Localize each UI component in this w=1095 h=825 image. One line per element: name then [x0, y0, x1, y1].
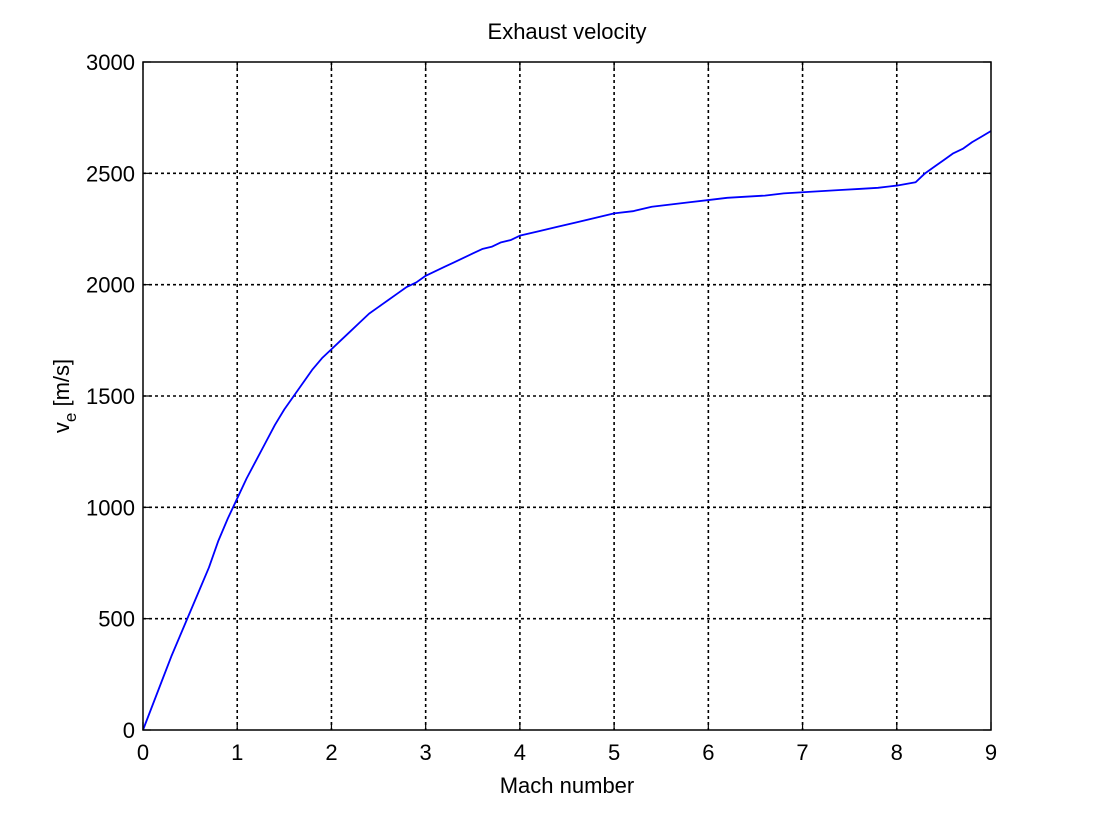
x-tick-label: 0: [137, 740, 149, 765]
axis-ticks: 0 1 2 3 4 5 6 7 8 9 0 500 1000 1500 2000 2500 3000: [86, 50, 997, 765]
x-tick-label: 8: [891, 740, 903, 765]
y-tick-label: 1500: [86, 384, 135, 409]
series-layer: [142, 130, 992, 731]
y-axis-label-subscript: e: [61, 413, 80, 422]
y-tick-label: 0: [123, 718, 135, 743]
x-tick-label: 2: [325, 740, 337, 765]
y-tick-label: 1000: [86, 495, 135, 520]
x-tick-label: 9: [985, 740, 997, 765]
x-tick-label: 4: [514, 740, 526, 765]
y-axis-label-unit: [m/s]: [49, 359, 74, 413]
y-tick-label: 3000: [86, 50, 135, 75]
x-tick-label: 6: [702, 740, 714, 765]
chart-title: Exhaust velocity: [488, 19, 647, 44]
x-tick-label: 7: [796, 740, 808, 765]
plot-area: [143, 62, 991, 730]
x-tick-label: 5: [608, 740, 620, 765]
x-tick-label: 3: [420, 740, 432, 765]
x-tick-label: 1: [231, 740, 243, 765]
y-tick-label: 2500: [86, 161, 135, 186]
y-axis-label-main: v: [49, 422, 74, 433]
y-tick-label: 2000: [86, 273, 135, 298]
y-tick-label: 500: [98, 607, 135, 632]
series-line: [142, 130, 992, 731]
y-axis-label: ve [m/s]: [49, 359, 80, 433]
x-axis-label: Mach number: [500, 773, 635, 798]
